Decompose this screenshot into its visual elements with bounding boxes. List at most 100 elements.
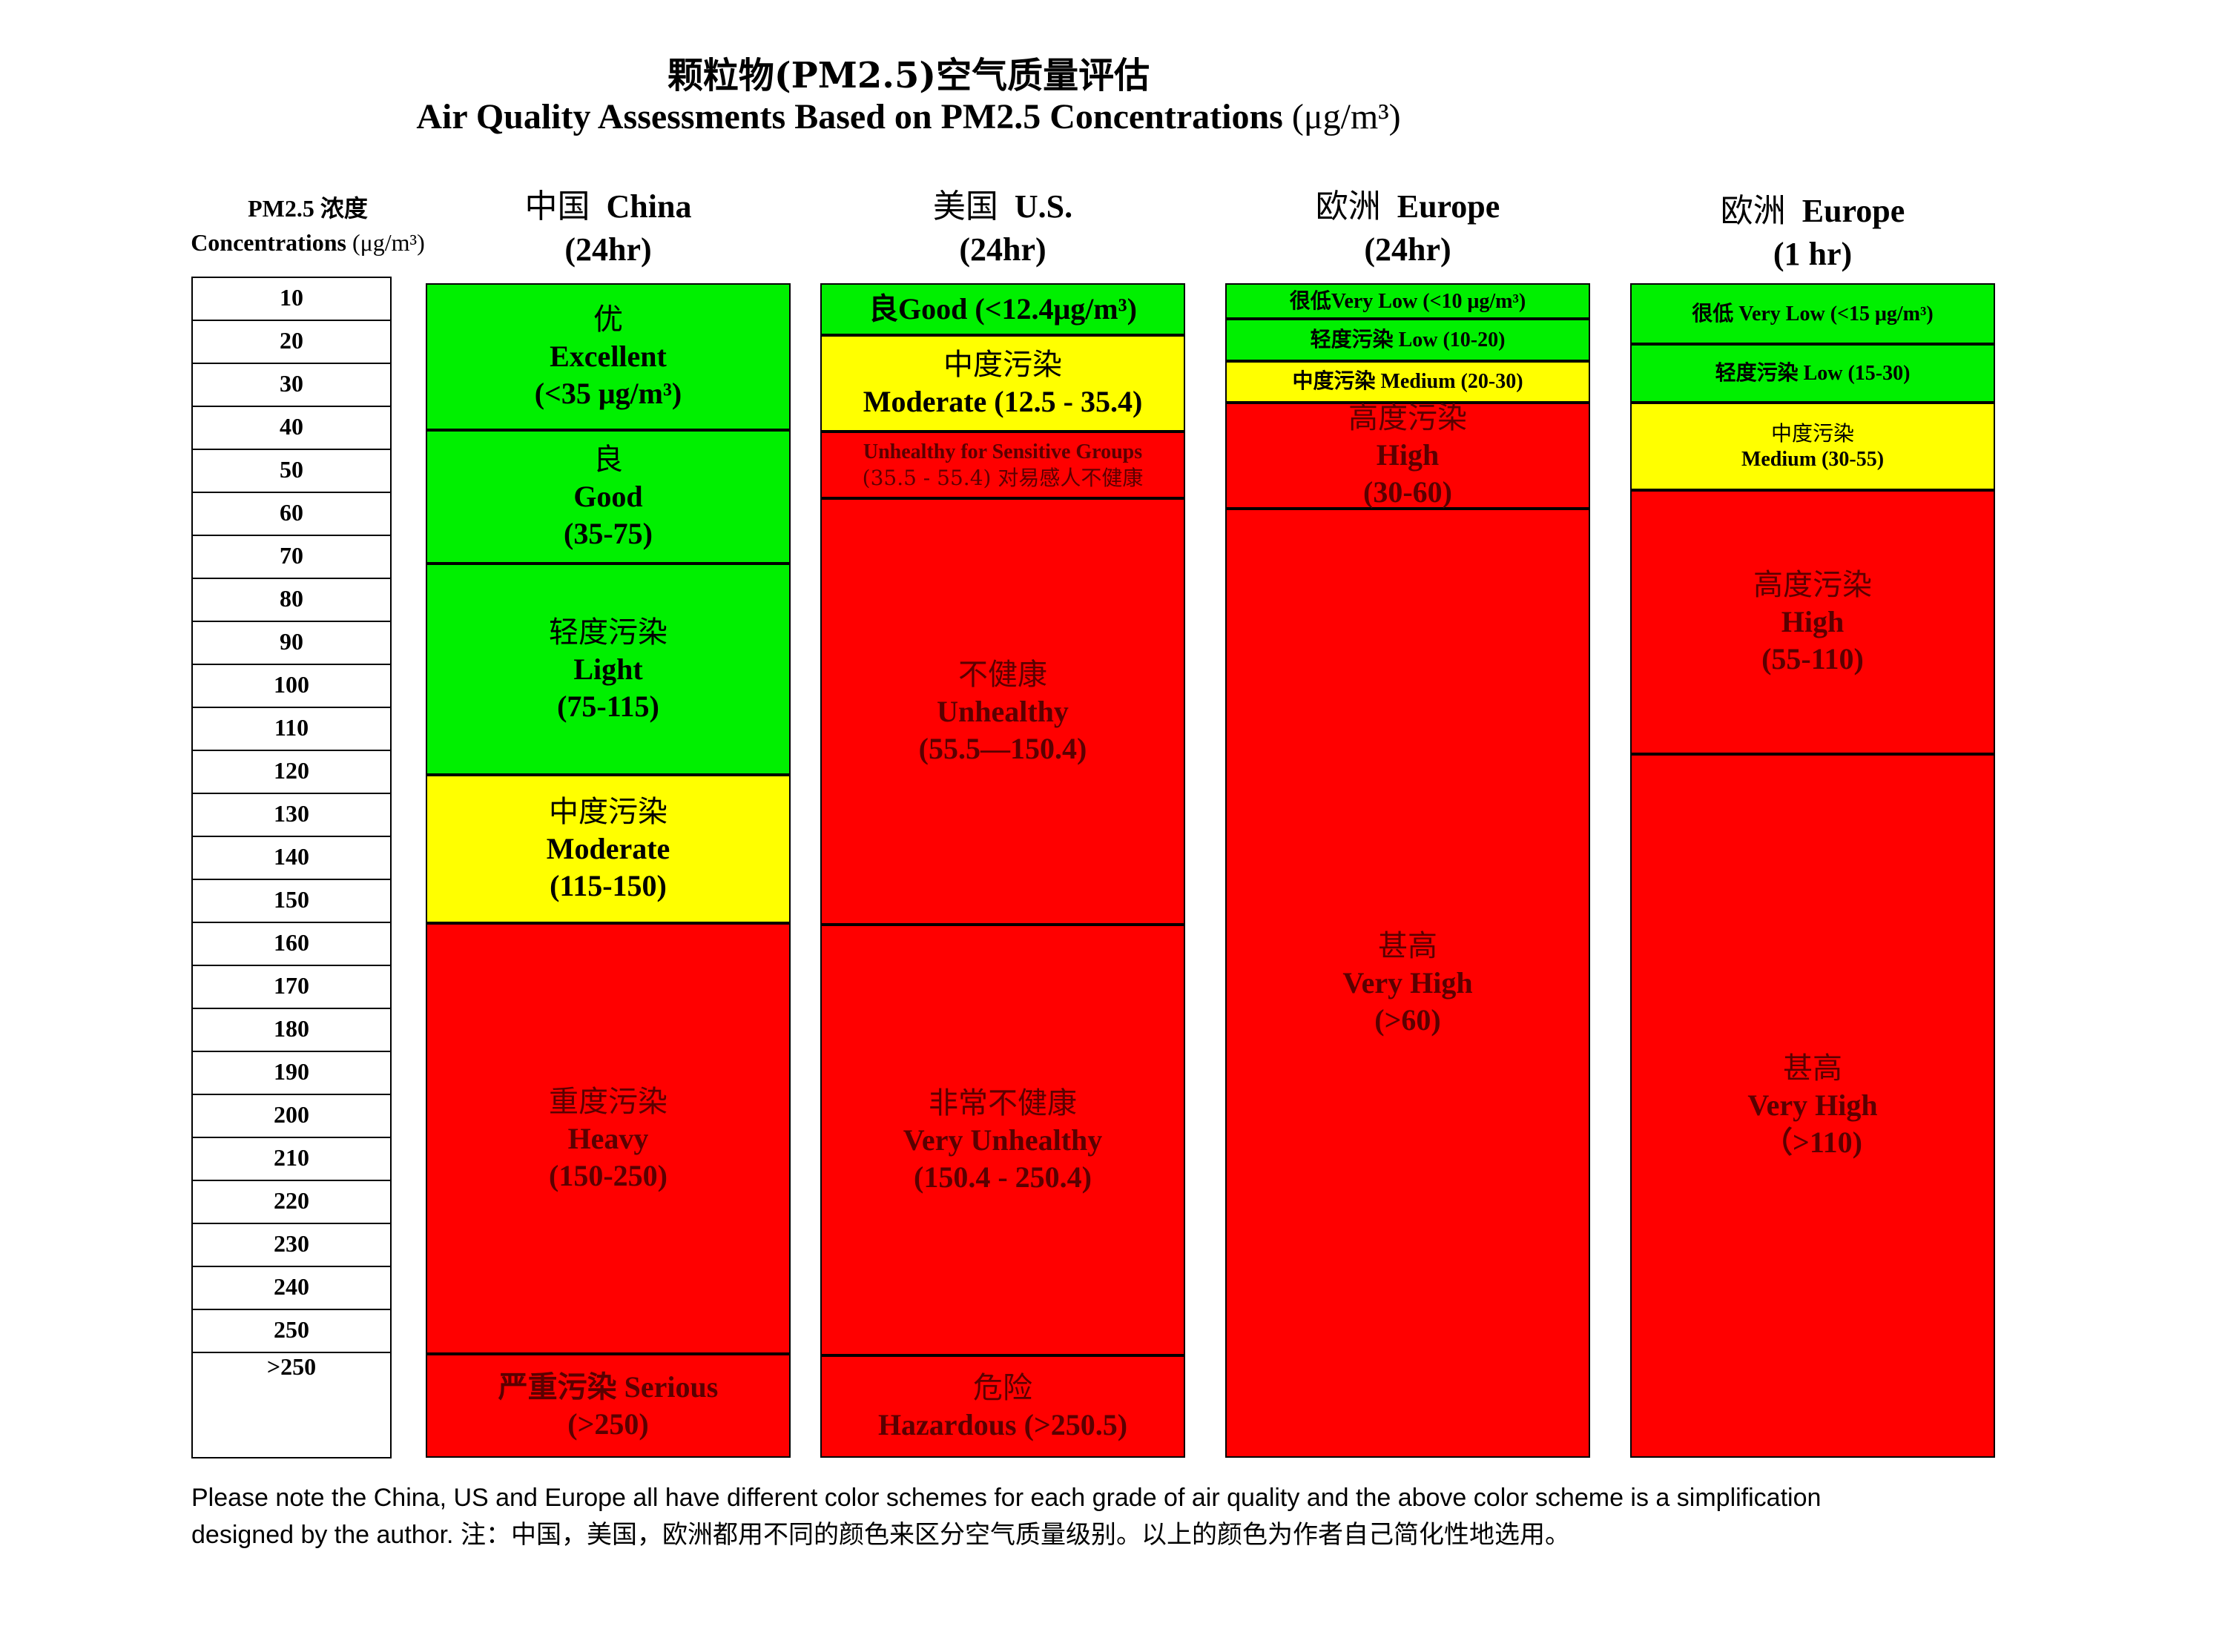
standard-column: 很低Very Low (<10 μg/m³) 轻度污染 Low (10-20) 中度… <box>1225 283 1590 1458</box>
band-label: Light <box>573 652 643 686</box>
standard-column: 良Good (<12.4μg/m³) 中度污染 Moderate (12.5 - 3… <box>820 283 1185 1458</box>
scale-tick: 220 <box>191 1180 392 1223</box>
scale-tick: 60 <box>191 492 392 535</box>
category-band: 不健康 Unhealthy (55.5—150.4) <box>820 498 1185 925</box>
band-label: 轻度污染 Low (15-30) <box>1715 362 1911 386</box>
category-band: 危险 Hazardous (>250.5) <box>820 1355 1185 1458</box>
band-label: High <box>1376 438 1440 472</box>
column-header-title: 美国 U.S. <box>820 185 1185 228</box>
category-band: 高度污染 High (30-60) <box>1225 401 1590 509</box>
band-label: 非常不健康 <box>929 1086 1077 1120</box>
column-header: 美国 U.S. (24hr) <box>820 185 1185 271</box>
category-band: 轻度污染 Light (75-115) <box>426 564 791 775</box>
band-label: 轻度污染 Low (10-20) <box>1310 328 1506 351</box>
category-band: 重度污染 Heavy (150-250) <box>426 923 791 1354</box>
column-header-en: China <box>606 188 692 225</box>
chart-title-zh: 颗粒物(PM2.5)空气质量评估 <box>667 55 1150 96</box>
category-band: 轻度污染 Low (10-20) <box>1225 319 1590 361</box>
band-label: (>250) <box>567 1407 649 1441</box>
band-label: Good <box>573 480 643 513</box>
band-label: 严重污染 Serious <box>498 1370 719 1404</box>
column-header-period: (24hr) <box>1364 231 1451 268</box>
scale-tick: 40 <box>191 406 392 449</box>
band-label: Moderate (12.5 - 35.4) <box>863 384 1143 418</box>
scale-tick: 180 <box>191 1008 392 1051</box>
band-label: Medium (30-55) <box>1741 448 1885 472</box>
band-label: Excellent <box>550 340 667 373</box>
footnote: Please note the China, US and Europe all… <box>191 1479 2120 1553</box>
category-band: 很低Very Low (<10 μg/m³) <box>1225 283 1590 320</box>
scale-tick: 80 <box>191 578 392 621</box>
category-band: 非常不健康 Very Unhealthy (150.4 - 250.4) <box>820 925 1185 1356</box>
standard-column: 优 Excellent (<35 μg/m³) 良 Good (35-75) 轻度污染 Lig… <box>426 283 791 1458</box>
category-band: 严重污染 Serious (>250) <box>426 1354 791 1458</box>
footnote-line1: Please note the China, US and Europe all… <box>191 1484 1822 1512</box>
category-band: 中度污染 Medium (30-55) <box>1630 403 1995 490</box>
scale-tick: 50 <box>191 449 392 492</box>
band-label: (150.4 - 250.4) <box>914 1160 1092 1194</box>
band-label: (35.5 - 55.4) 对易感人不健康 <box>862 465 1144 490</box>
scale-tick: 20 <box>191 320 392 363</box>
column-header-period: (24hr) <box>564 231 652 268</box>
band-label: Very High <box>1747 1088 1878 1123</box>
category-band: 甚高 Very High (>60) <box>1225 508 1590 1458</box>
scale-header-line2: Concentrations <box>191 229 346 256</box>
category-band: 轻度污染 Low (15-30) <box>1630 344 1995 403</box>
band-label: 中度污染 <box>1770 421 1854 446</box>
scale-tick: 140 <box>191 836 392 879</box>
category-band: 中度污染 Moderate (12.5 - 35.4) <box>820 335 1185 432</box>
column-header-zh: 欧洲 <box>1315 188 1381 225</box>
band-label: (>60) <box>1374 1002 1441 1037</box>
scale-tick: 100 <box>191 664 392 707</box>
band-label: 甚高 <box>1783 1051 1842 1086</box>
band-label: 很低 Very Low (<15 μg/m³) <box>1692 302 1934 326</box>
chart-title-en-text: Air Quality Assessments Based on PM2.5 C… <box>416 97 1283 136</box>
scale-tick: 70 <box>191 535 392 578</box>
concentration-scale: 10 20 30 40 50 60 70 80 90 100 110 120 130 140 150 160 1… <box>191 277 392 1458</box>
band-label: 不健康 <box>958 657 1047 692</box>
scale-tick: 250 <box>191 1309 392 1352</box>
scale-tick: 230 <box>191 1223 392 1266</box>
band-label: 重度污染 <box>549 1084 668 1119</box>
scale-tick: 200 <box>191 1094 392 1137</box>
column-header-title: 中国 China <box>426 185 791 228</box>
band-label: (35-75) <box>564 517 653 550</box>
scale-tick: 160 <box>191 922 392 965</box>
scale-tick: 170 <box>191 965 392 1008</box>
category-band: 良 Good (35-75) <box>426 430 791 564</box>
scale-tick: 130 <box>191 793 392 836</box>
band-label: 良Good (<12.4μg/m³) <box>868 292 1137 326</box>
band-label: High <box>1781 604 1845 638</box>
category-band: 中度污染 Moderate (115-150) <box>426 775 791 923</box>
scale-tick: 10 <box>191 277 392 320</box>
band-label: 危险 <box>973 1371 1032 1406</box>
column-header-title: 欧洲 Europe <box>1630 190 1995 233</box>
band-label: Very Unhealthy <box>903 1123 1103 1157</box>
column-header-en: U.S. <box>1014 188 1073 225</box>
column-header: 中国 China (24hr) <box>426 185 791 271</box>
column-header-title: 欧洲 Europe <box>1225 185 1590 228</box>
column-header: 欧洲 Europe (1 hr) <box>1630 190 1995 276</box>
band-label: 高度污染 <box>1348 401 1467 436</box>
column-header-zh: 美国 <box>932 188 998 225</box>
scale-tick: 30 <box>191 363 392 406</box>
scale-tick: 90 <box>191 621 392 664</box>
scale-tick-over-250: >250 <box>191 1352 392 1458</box>
band-label: (30-60) <box>1363 475 1452 509</box>
column-header: 欧洲 Europe (24hr) <box>1225 185 1590 271</box>
scale-header-unit: (μg/m³) <box>352 229 425 256</box>
band-label: Moderate <box>546 832 670 865</box>
band-label: 轻度污染 <box>549 615 668 650</box>
band-label: (150-250) <box>549 1158 668 1192</box>
scale-tick: 120 <box>191 750 392 793</box>
scale-header: PM2.5 浓度 Concentrations (μg/m³) <box>148 191 467 260</box>
band-label: 很低Very Low (<10 μg/m³) <box>1289 289 1526 313</box>
band-label: 高度污染 <box>1753 567 1872 602</box>
band-label: 良 <box>593 443 623 477</box>
scale-tick: 190 <box>191 1051 392 1094</box>
band-label: Heavy <box>567 1121 649 1155</box>
column-header-period: (24hr) <box>959 231 1046 268</box>
band-label: 甚高 <box>1378 928 1437 963</box>
chart-title-en: Air Quality Assessments Based on PM2.5 C… <box>0 96 1817 137</box>
band-label: 中度污染 <box>943 347 1062 382</box>
